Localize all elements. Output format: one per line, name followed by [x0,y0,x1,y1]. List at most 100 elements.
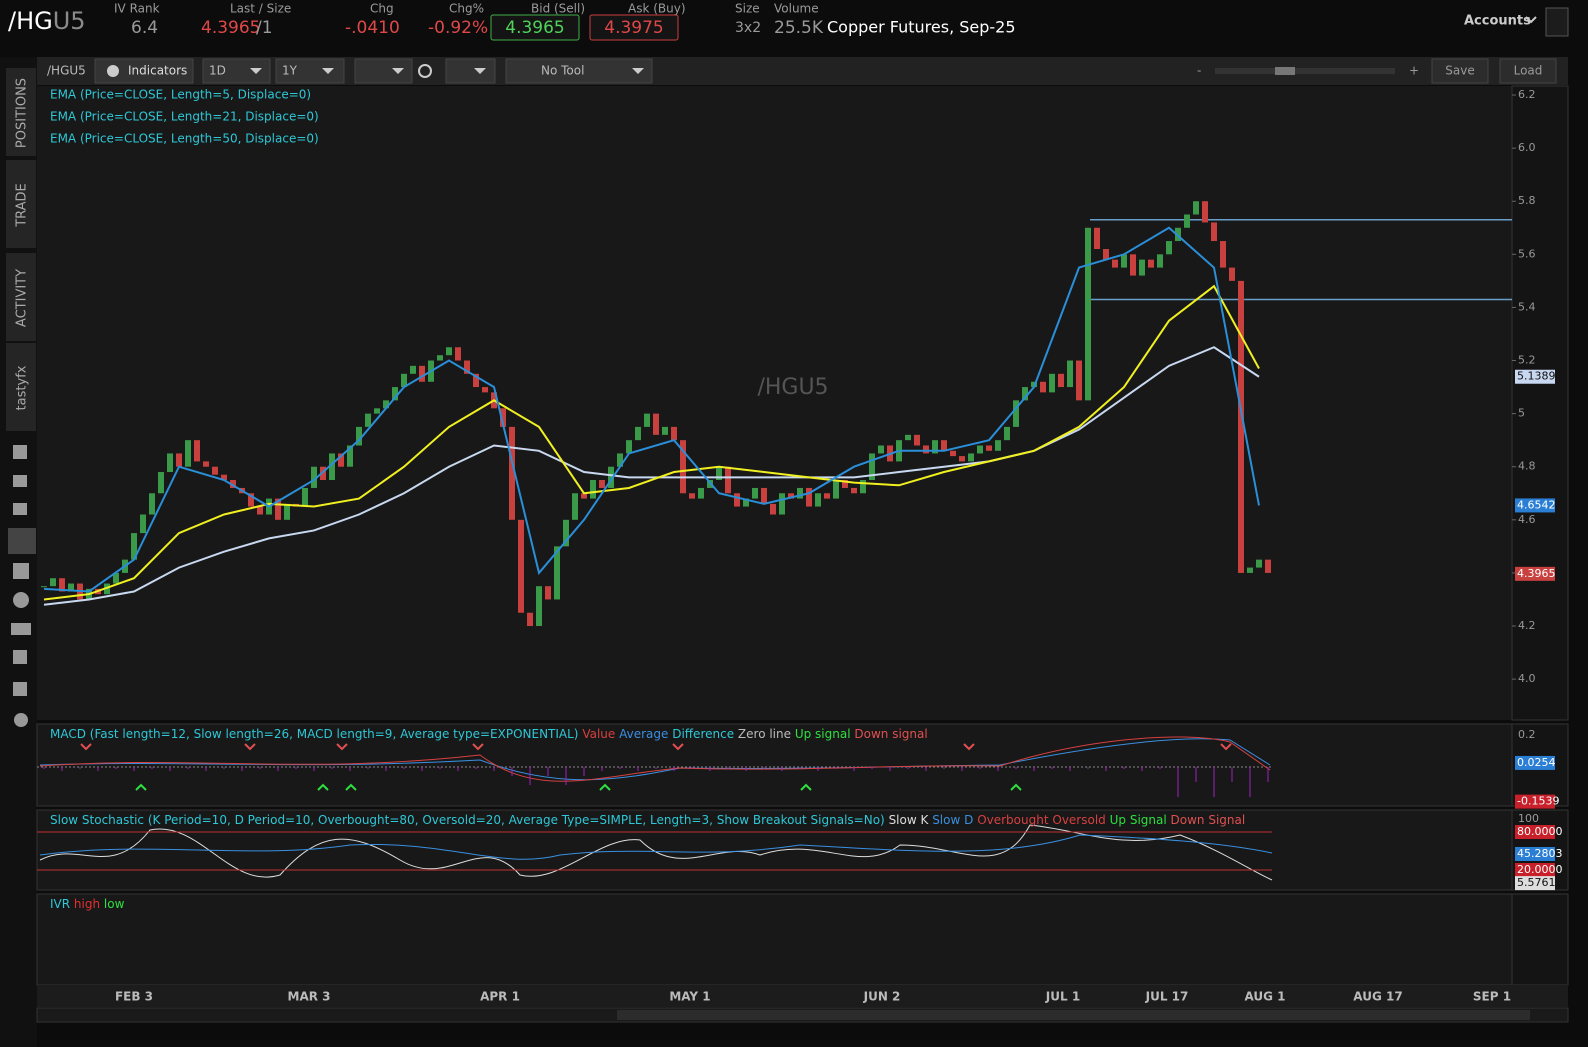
candle [518,519,524,613]
icon[interactable] [14,713,28,727]
slow-k [39,824,1273,881]
style-dropdown[interactable] [354,58,413,84]
legend-item: Up Signal [1110,813,1167,827]
zoom-out[interactable]: - [1197,64,1201,78]
candle [410,365,416,374]
watermark: /HGU5 [757,375,828,400]
icon[interactable] [13,563,29,579]
slow-d [39,834,1273,860]
sidebar-tab[interactable] [6,68,36,156]
accounts-menu[interactable]: Accounts [1464,14,1531,29]
legend-item: Average [619,727,668,741]
candle [311,466,317,488]
candle [842,479,848,488]
value: 4.3965 [505,18,564,38]
candle [995,440,1001,451]
candle [446,347,452,356]
candle [563,519,569,547]
macd-badge-label: -0.1539 [1517,795,1559,808]
stochastic-badge-label: 20.0000 [1517,863,1563,876]
candle [851,487,857,494]
candle [599,479,605,488]
x-tick-label: MAY 1 [669,990,710,1004]
label: Size [735,2,760,16]
candle [50,578,56,587]
settings-icon[interactable] [418,64,432,78]
ema50-line [43,346,1260,606]
value: -0.92% [428,18,488,38]
scroll-thumb[interactable] [617,1010,1530,1020]
macd-value [39,736,1271,782]
sidebar-icons [8,445,36,727]
price-axis [1511,85,1569,721]
zoom-thumb[interactable] [1275,67,1295,75]
candle [815,493,821,507]
time-axis [37,985,1568,1007]
icon[interactable] [13,445,27,459]
candle [230,479,236,488]
candle [1184,214,1190,228]
legend-item: Oversold [1052,813,1105,827]
zoom-slider[interactable] [1215,68,1395,74]
tool-dropdown[interactable] [505,58,653,84]
stochastic-badge-label: 5.5761 [1517,876,1556,889]
button-label: Load [1514,64,1543,78]
label: Last / Size [230,2,291,16]
value: -.0410 [345,18,400,38]
x-tick-label: FEB 3 [115,990,153,1004]
legend: Slow Stochastic (K Period=10, D Period=1… [50,813,1245,827]
candle [698,487,704,499]
load-button[interactable] [1499,58,1557,84]
candle [338,453,344,467]
candle [257,506,263,515]
y-tick-label: 5 [1518,407,1525,420]
icon[interactable] [13,682,27,696]
bid-button[interactable] [490,14,580,41]
candle [932,440,938,454]
candle [473,373,479,388]
sidebar-tab[interactable] [6,343,36,431]
dropdown-arrows [250,68,644,74]
candle [689,493,695,499]
symbol: /HGU5 [8,7,86,35]
price-panel [37,86,1512,720]
candle [950,450,956,457]
value: /1 [256,18,273,38]
candle [833,479,839,499]
legend-item: high [74,897,100,911]
collapse-button[interactable] [1545,7,1569,37]
candle [437,355,443,361]
icon[interactable] [13,650,27,664]
stochastic-badge-label: 45.2803 [1517,847,1563,860]
candle [401,373,407,388]
icon[interactable] [11,623,31,635]
candle [545,586,551,600]
icon[interactable] [13,592,29,608]
icon[interactable] [8,528,36,554]
candle [149,493,155,515]
candle [527,612,533,627]
stochastic-badge-label: 80.0000 [1517,825,1563,838]
label: Bid (Sell) [531,2,585,16]
candle [1265,559,1271,573]
sidebar-tab[interactable] [6,160,36,248]
zoom-in[interactable]: + [1409,64,1419,78]
y-tick-label: 5.2 [1518,354,1536,367]
icon[interactable] [13,503,27,515]
candle [41,586,47,588]
y-tick-label: 6.2 [1518,88,1536,101]
drawing-dropdown[interactable] [445,58,496,84]
candle [1049,373,1055,393]
save-button[interactable] [1431,58,1489,84]
x-tick-label: SEP 1 [1473,990,1511,1004]
candle [1220,241,1226,268]
candle [761,487,767,504]
icon[interactable] [13,475,27,487]
sidebar-tab[interactable] [6,253,36,341]
stochastic-badge [1515,863,1555,877]
candle [248,493,254,507]
range-dropdown[interactable] [275,58,345,84]
macd-badge-label: 0.0254 [1517,756,1556,769]
ask-button[interactable] [589,14,679,41]
